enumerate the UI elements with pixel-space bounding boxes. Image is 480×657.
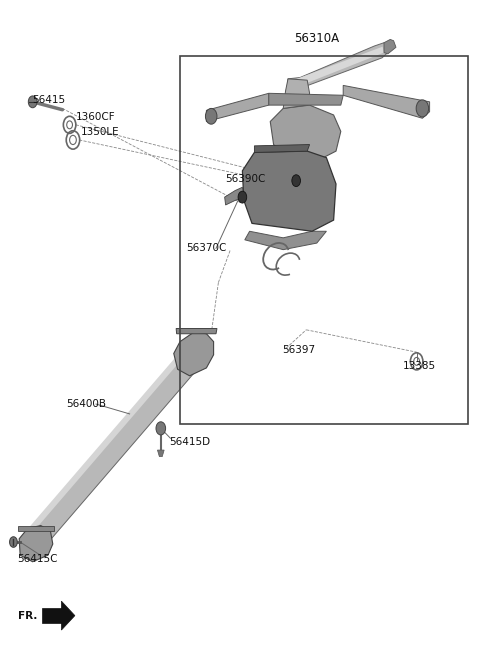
Polygon shape [61, 601, 75, 630]
Text: 56370C: 56370C [186, 243, 227, 254]
Circle shape [238, 191, 247, 203]
Polygon shape [225, 187, 244, 205]
Polygon shape [157, 450, 164, 457]
Polygon shape [24, 350, 185, 539]
Text: 56310A: 56310A [294, 32, 339, 45]
Polygon shape [176, 328, 217, 334]
Polygon shape [174, 332, 214, 376]
Circle shape [156, 422, 166, 435]
Text: 1350LE: 1350LE [81, 127, 119, 137]
Bar [180, 56, 468, 424]
Circle shape [292, 175, 300, 187]
Text: 56390C: 56390C [226, 173, 266, 184]
Polygon shape [42, 608, 64, 623]
Polygon shape [343, 85, 430, 118]
Polygon shape [242, 151, 336, 231]
Circle shape [10, 537, 17, 547]
Text: 13385: 13385 [403, 361, 436, 371]
Text: 56415C: 56415C [17, 554, 58, 564]
Polygon shape [254, 145, 310, 152]
Text: 56415: 56415 [33, 95, 66, 105]
Polygon shape [19, 526, 53, 562]
Text: 56400B: 56400B [66, 399, 106, 409]
Text: FR.: FR. [18, 610, 37, 621]
Polygon shape [18, 526, 54, 531]
Polygon shape [269, 93, 343, 105]
Text: 56415D: 56415D [169, 436, 210, 447]
Polygon shape [245, 231, 326, 250]
Polygon shape [288, 47, 384, 88]
Polygon shape [270, 105, 341, 161]
Text: 1360CF: 1360CF [76, 112, 116, 122]
Polygon shape [384, 39, 396, 54]
Circle shape [416, 100, 429, 117]
Polygon shape [206, 93, 269, 122]
Polygon shape [287, 43, 388, 90]
Circle shape [28, 96, 37, 108]
Circle shape [205, 108, 217, 124]
Polygon shape [25, 353, 195, 556]
Polygon shape [283, 79, 310, 108]
Text: 56397: 56397 [282, 344, 315, 355]
